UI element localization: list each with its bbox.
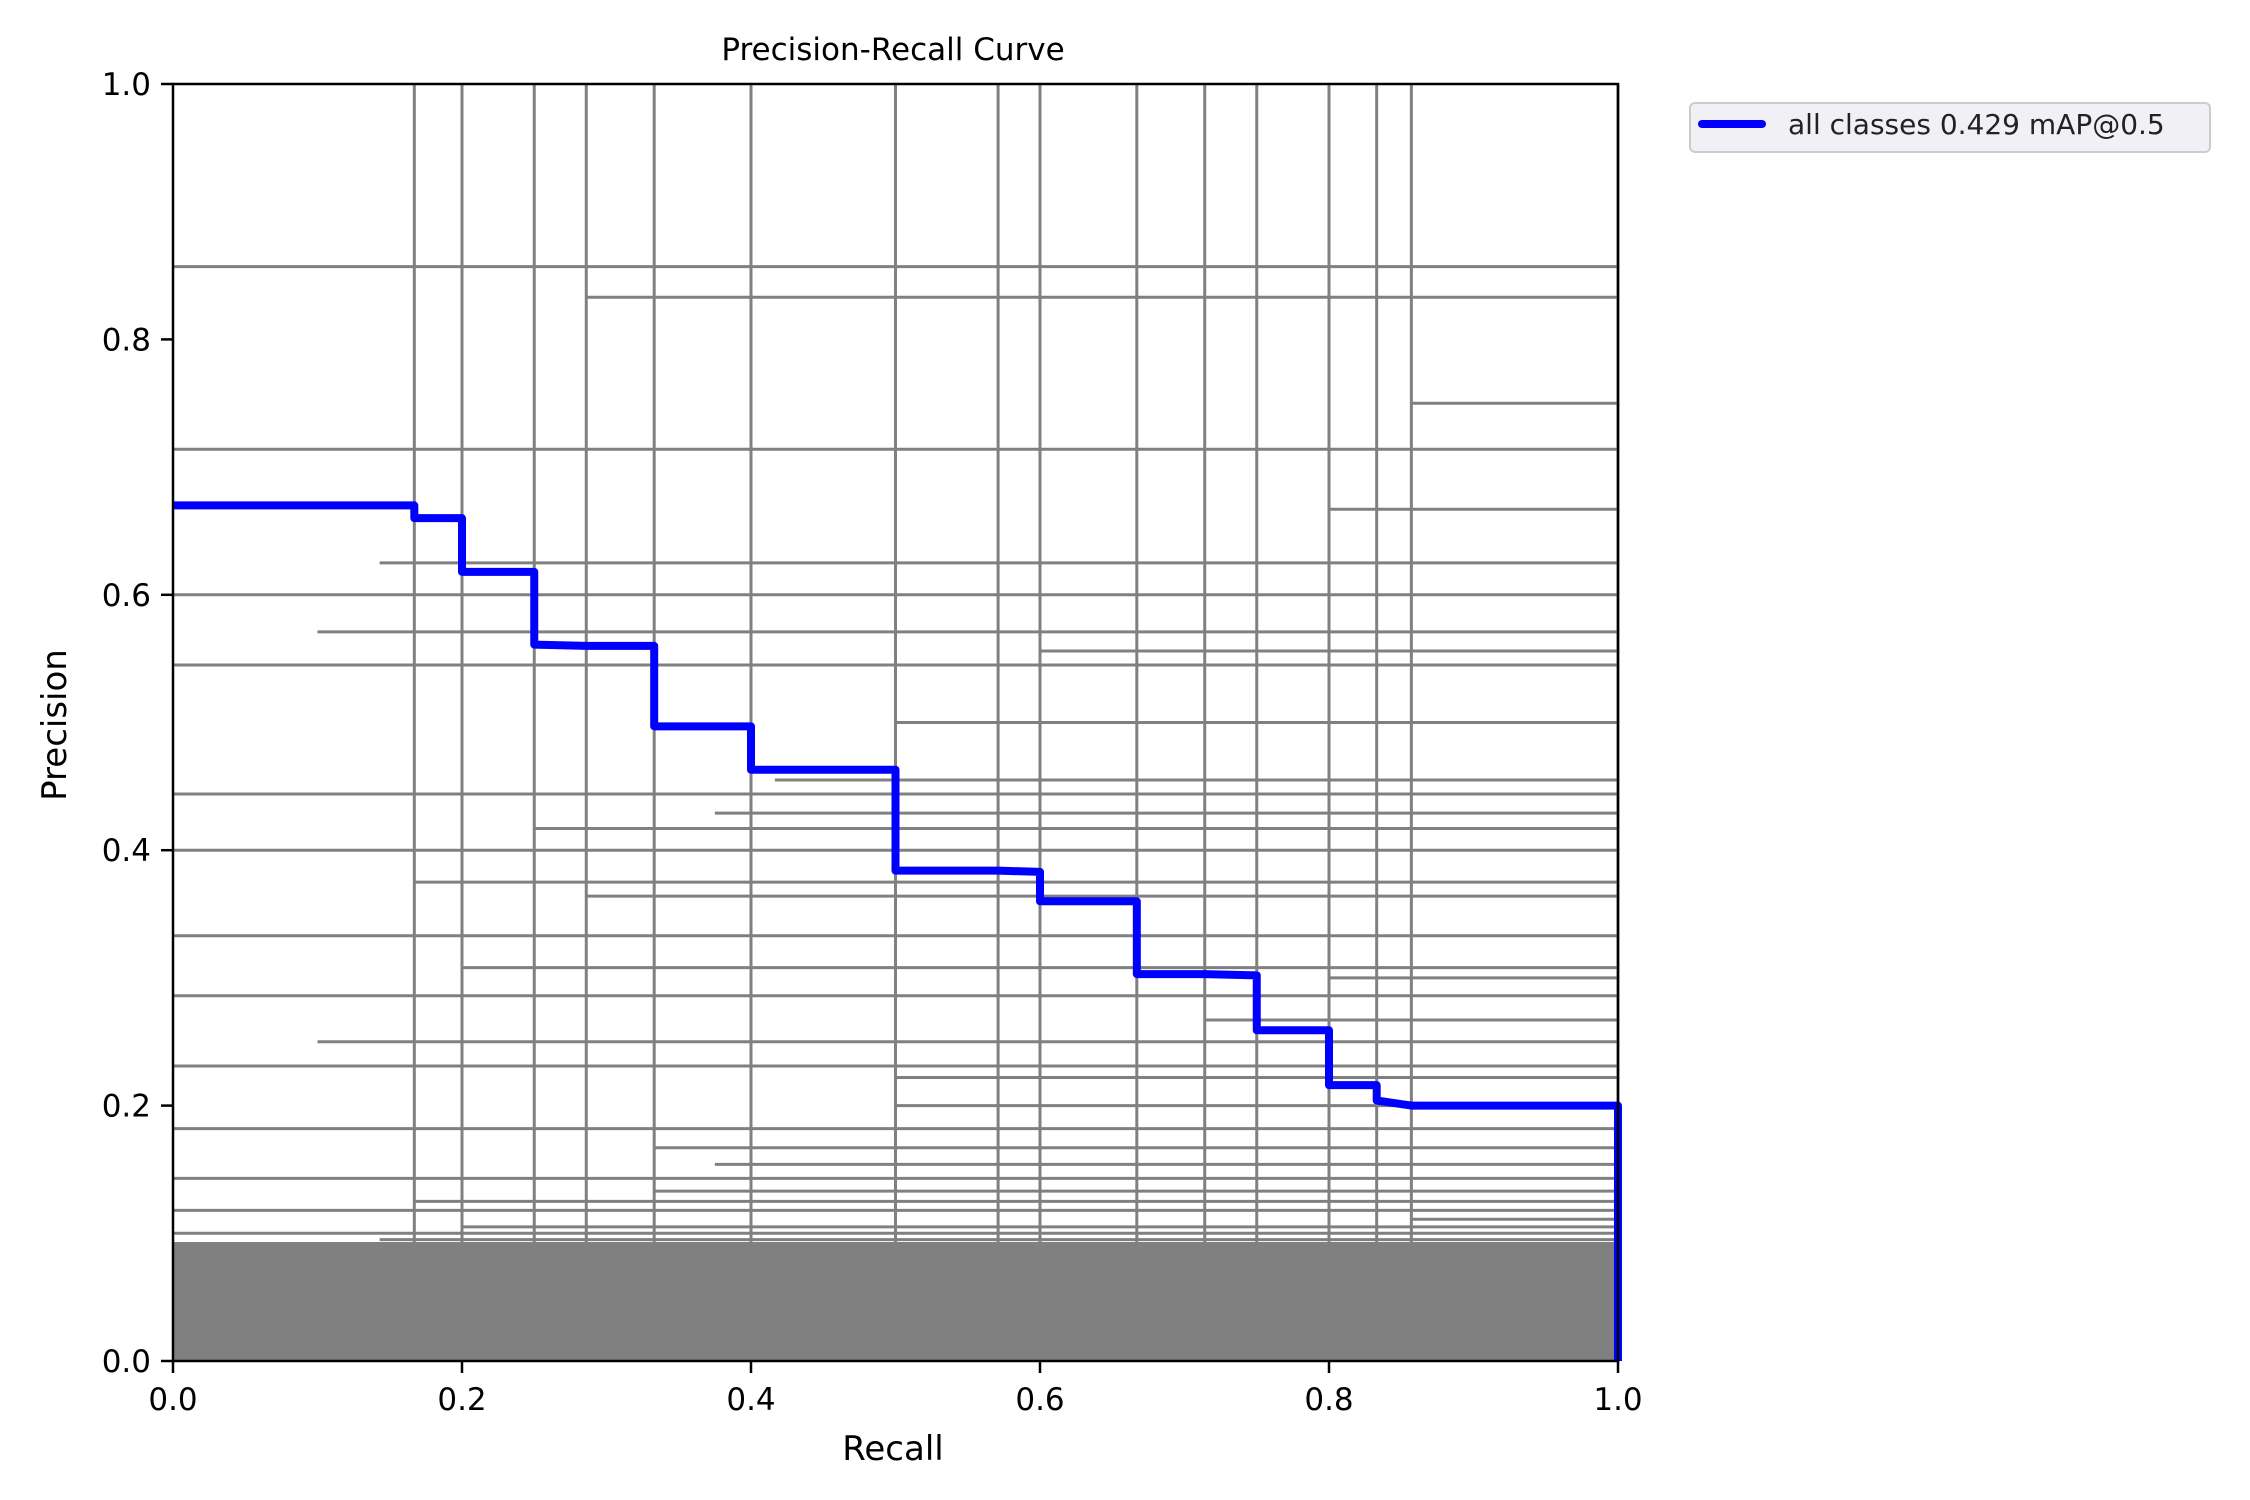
x-tick-label: 1.0 [1593, 1382, 1642, 1418]
legend-box [1689, 102, 2211, 153]
y-tick-label: 0.2 [102, 1089, 151, 1125]
series-line [173, 501, 1622, 1361]
background-curves [173, 84, 1620, 1361]
legend: all classes 0.429 mAP@0.5 [1689, 102, 2211, 153]
plot-frame [171, 82, 1620, 1363]
y-tick-label: 0.6 [102, 578, 151, 614]
axes [171, 82, 1620, 1363]
y-tick-label: 0.0 [102, 1344, 151, 1380]
y-tick-label: 0.4 [102, 833, 151, 869]
x-axis-label: Recall [842, 1429, 943, 1469]
ticks: 0.0 0.2 0.4 0.6 0.8 1.0 0.0 0.2 0.4 0.6 0.8 1.0 [102, 67, 1643, 1418]
y-tick-label: 0.8 [102, 322, 151, 358]
x-tick-label: 0.2 [437, 1382, 486, 1418]
y-tick-label: 1.0 [102, 67, 151, 103]
legend-label: all classes 0.429 mAP@0.5 [1788, 108, 2165, 141]
main-series-group [173, 501, 1622, 1361]
x-tick-label: 0.6 [1015, 1382, 1064, 1418]
chart-title: Precision-Recall Curve [721, 32, 1064, 68]
x-tick-label: 0.0 [148, 1382, 197, 1418]
x-tick-label: 0.4 [726, 1382, 775, 1418]
x-tick-label: 0.8 [1304, 1382, 1353, 1418]
y-axis-label: Precision [35, 649, 75, 801]
